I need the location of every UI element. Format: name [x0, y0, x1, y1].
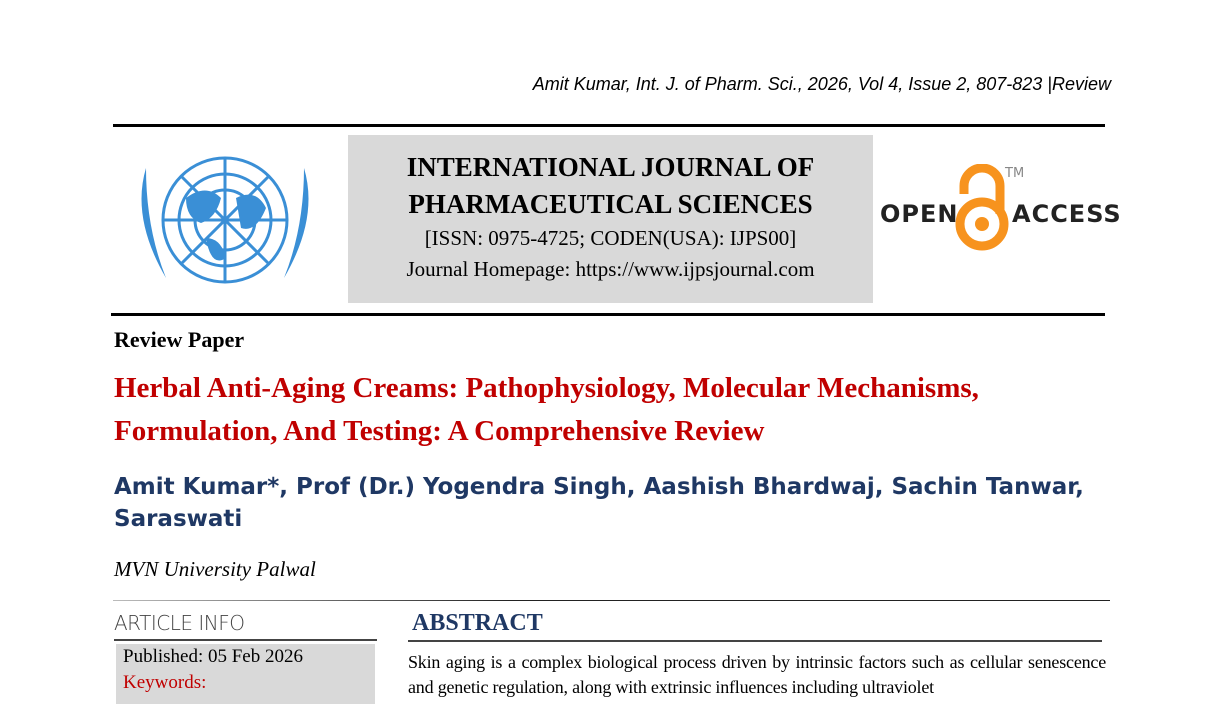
open-lock-icon	[955, 164, 1009, 251]
affiliation: MVN University Palwal	[114, 557, 316, 581]
paper-type: Review Paper	[114, 327, 245, 352]
abstract-text: Skin aging is a complex biological proce…	[408, 652, 1106, 697]
divider	[408, 640, 1102, 642]
journal-title: INTERNATIONAL JOURNAL OF	[406, 152, 815, 182]
journal-homepage: Journal Homepage: https://www.ijpsjourna…	[406, 257, 815, 281]
divider	[113, 600, 1110, 601]
paper-title: Herbal Anti-Aging Creams: Pathophysiolog…	[114, 372, 979, 447]
journal-title: PHARMACEUTICAL SCIENCES	[408, 189, 813, 219]
open-access-logo: OPEN TM ACCESS	[878, 162, 1121, 252]
abstract-heading: ABSTRACT	[412, 610, 543, 636]
article-info-heading: ARTICLE INFO	[114, 611, 245, 635]
article-info-box: Published: 05 Feb 2026 Keywords:	[116, 644, 375, 704]
journal-banner: INTERNATIONAL JOURNAL OF PHARMACEUTICAL …	[348, 135, 873, 303]
published-date: Published: 05 Feb 2026	[123, 646, 303, 667]
un-emblem-logo	[141, 156, 309, 284]
citation-header: Amit Kumar, Int. J. of Pharm. Sci., 2026…	[532, 74, 1111, 94]
divider	[113, 124, 1105, 127]
keywords-label: Keywords:	[123, 672, 207, 693]
divider	[111, 313, 1105, 316]
journal-issn: [ISSN: 0975-4725; CODEN(USA): IJPS00]	[424, 226, 797, 250]
paper-authors: Amit Kumar*, Prof (Dr.) Yogendra Singh, …	[114, 474, 1084, 532]
divider	[114, 639, 377, 641]
